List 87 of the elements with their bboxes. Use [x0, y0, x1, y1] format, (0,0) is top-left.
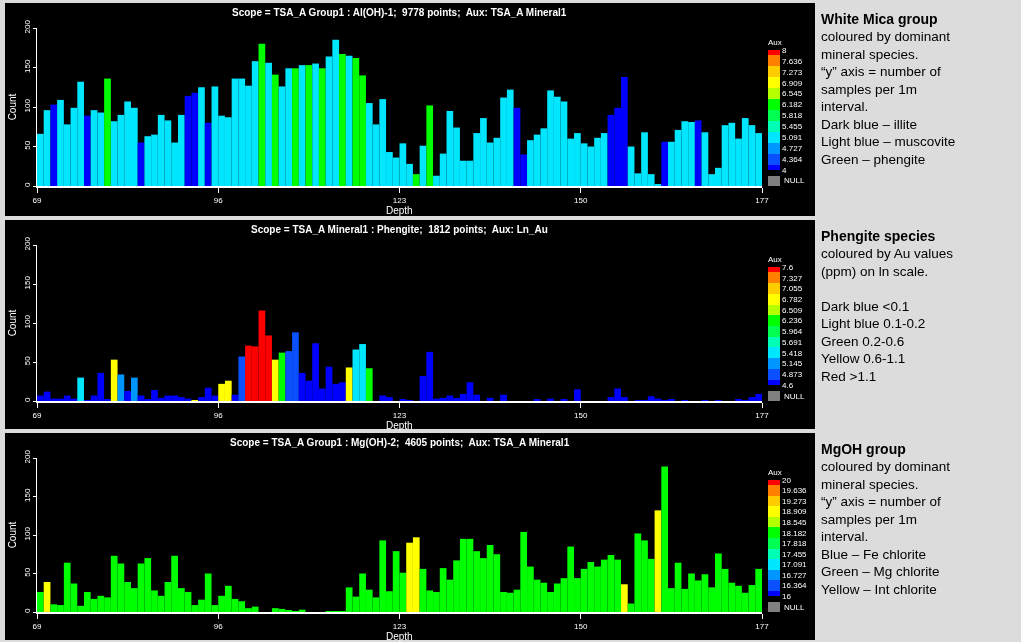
chart-title: Scope = TSA_A Group1 : Al(OH)-1; 9778 points; Aux: TSA_A Mineral1 — [232, 7, 567, 18]
color-bar-label: 4.6 — [782, 380, 794, 390]
y-tick-label: 50 — [22, 355, 32, 366]
color-bar-label: 8 — [782, 45, 788, 55]
x-tick-label: 96 — [213, 195, 224, 205]
text: MgOH group — [821, 441, 906, 457]
y-tick-label: 150 — [22, 488, 32, 502]
color-bar-title: Aux — [768, 468, 782, 477]
x-axis-title: Depth — [386, 631, 413, 642]
y-tick-label: 200 — [22, 19, 32, 34]
color-bar-label: 4.873 — [782, 370, 803, 380]
x-tick-label: 69 — [32, 195, 42, 205]
color-bar-label: 7.636 — [782, 56, 803, 66]
x-tick-label: 177 — [755, 621, 770, 631]
color-bar-label: 7.327 — [782, 273, 803, 283]
x-tick-label: 150 — [574, 621, 588, 631]
y-tick-label: 50 — [22, 567, 32, 577]
color-bar-label: 16.364 — [782, 581, 808, 591]
color-bar-label: 18.909 — [782, 507, 808, 517]
y-tick-label: 200 — [22, 449, 32, 464]
color-bar-label: 6.545 — [782, 89, 803, 99]
y-axis-title: Count — [6, 309, 18, 337]
x-tick-label: 150 — [574, 195, 588, 205]
color-bar-label: 7.6 — [782, 262, 794, 272]
x-tick-label: 69 — [32, 410, 42, 420]
x-tick-label: 123 — [392, 410, 407, 420]
text: coloured by dominant mineral species. “y” axis = number of samples per 1m interval. Blue – Fe chlorite Green – Mg chlorite Yellow – Int chlorite — [821, 459, 951, 597]
color-bar-label: 7.273 — [782, 67, 803, 77]
color-bar-label: 20 — [782, 475, 792, 485]
color-bar-label: 5.818 — [782, 111, 803, 121]
text: NULL — [784, 392, 805, 401]
y-tick-label: 50 — [22, 140, 32, 150]
y-tick-label: 150 — [22, 59, 32, 73]
color-bar-label: 17.818 — [782, 539, 808, 549]
x-axis-title: Depth — [386, 205, 413, 216]
color-bar-label: 5.691 — [782, 337, 803, 347]
x-tick-label: 123 — [392, 621, 407, 631]
color-bar-label: 4.364 — [782, 154, 803, 164]
y-axis-title: Count — [6, 521, 18, 549]
color-bar-label: 5.145 — [782, 359, 803, 369]
x-axis-title: Depth — [386, 420, 413, 431]
y-tick-label: 100 — [22, 526, 32, 541]
color-bar-label: 18.545 — [782, 518, 808, 527]
color-bar-label: 6.909 — [782, 78, 803, 88]
color-bar-label: 16 — [782, 591, 792, 601]
color-bar-label: 5.964 — [782, 327, 803, 337]
y-tick-label: 0 — [22, 182, 32, 188]
color-bar-title: Aux — [768, 38, 782, 47]
color-bar-label: 6.509 — [782, 305, 803, 315]
text: NULL — [784, 176, 805, 185]
chart-title: Scope = TSA_A Group1 : Mg(OH)-2; 4605 points; Aux: TSA_A Mineral1 — [230, 437, 570, 448]
x-tick-label: 123 — [392, 195, 407, 205]
color-bar-label: 19.636 — [782, 486, 808, 496]
color-bar-label: 18.182 — [782, 528, 808, 538]
color-bar-label: 6.782 — [782, 294, 803, 304]
color-bar-label: 5.455 — [782, 122, 803, 132]
color-bar-title: Aux — [768, 255, 782, 264]
x-tick-label: 96 — [213, 621, 224, 631]
color-bar-label: 6.236 — [782, 316, 803, 326]
color-bar-label: 17.091 — [782, 560, 808, 570]
x-tick-label: 177 — [755, 195, 770, 205]
color-bar-label: 4 — [782, 165, 788, 175]
text: Phengite species — [821, 228, 936, 244]
text: NULL — [784, 603, 805, 612]
color-bar-label: 7.055 — [782, 284, 803, 294]
x-tick-label: 69 — [32, 621, 42, 631]
x-tick-label: 150 — [574, 410, 588, 420]
text: White Mica group — [821, 11, 938, 27]
color-bar-label: 19.273 — [782, 496, 808, 506]
x-tick-label: 177 — [755, 410, 770, 420]
color-bar-label: 17.455 — [782, 549, 808, 559]
text: coloured by dominant mineral species. “y” axis = number of samples per 1m interval. Dark blue – illite Light blue – muscovite Green – phengite — [821, 29, 956, 167]
x-tick-label: 96 — [213, 410, 224, 420]
color-bar-label: 16.727 — [782, 570, 808, 580]
text: coloured by Au values (ppm) on ln scale. Dark blue <0.1 Light blue 0.1-0.2 Green 0.2-0.6 Yellow 0.6-1.1 Red >1.1 — [821, 246, 954, 384]
y-tick-label: 100 — [22, 98, 32, 113]
color-bar-label: 6.182 — [782, 100, 803, 110]
color-bar-label: 4.727 — [782, 143, 803, 153]
color-bar-label: 5.418 — [782, 348, 803, 358]
y-tick-label: 0 — [22, 608, 32, 614]
y-axis-title: Count — [6, 93, 18, 121]
chart-title: Scope = TSA_A Mineral1 : Phengite; 1812 points; Aux: Ln_Au — [251, 224, 548, 235]
y-tick-label: 200 — [22, 236, 32, 251]
color-bar-label: 5.091 — [782, 133, 803, 143]
y-tick-label: 100 — [22, 314, 32, 329]
y-tick-label: 150 — [22, 275, 32, 290]
y-tick-label: 0 — [22, 397, 32, 403]
